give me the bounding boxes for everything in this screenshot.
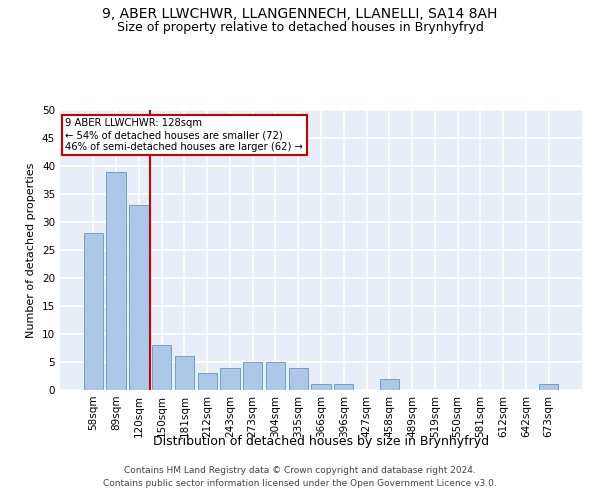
Text: 9 ABER LLWCHWR: 128sqm
← 54% of detached houses are smaller (72)
46% of semi-det: 9 ABER LLWCHWR: 128sqm ← 54% of detached… [65, 118, 303, 152]
Bar [243, 362, 262, 390]
Bar [334, 384, 353, 390]
Bar [197, 373, 217, 390]
Bar [129, 205, 149, 390]
Bar [380, 379, 399, 390]
Text: Size of property relative to detached houses in Brynhyfryd: Size of property relative to detached ho… [116, 21, 484, 34]
Bar [266, 362, 285, 390]
Y-axis label: Number of detached properties: Number of detached properties [26, 162, 37, 338]
Text: 9, ABER LLWCHWR, LLANGENNECH, LLANELLI, SA14 8AH: 9, ABER LLWCHWR, LLANGENNECH, LLANELLI, … [103, 8, 497, 22]
Bar [175, 356, 194, 390]
Text: Distribution of detached houses by size in Brynhyfryd: Distribution of detached houses by size … [153, 435, 489, 448]
Bar [152, 345, 172, 390]
Bar [311, 384, 331, 390]
Bar [106, 172, 126, 390]
Text: Contains HM Land Registry data © Crown copyright and database right 2024.
Contai: Contains HM Land Registry data © Crown c… [103, 466, 497, 487]
Bar [220, 368, 239, 390]
Bar [289, 368, 308, 390]
Bar [539, 384, 558, 390]
Bar [84, 233, 103, 390]
